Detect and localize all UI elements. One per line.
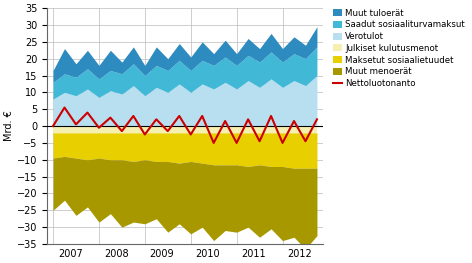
Legend: Muut tuloerät, Saadut sosiaaliturvamaksut, Verotulot, Julkiset kulutusmenot, Mak: Muut tuloerät, Saadut sosiaaliturvamaksu… — [332, 8, 466, 89]
Y-axis label: Mrd. €: Mrd. € — [4, 111, 14, 141]
